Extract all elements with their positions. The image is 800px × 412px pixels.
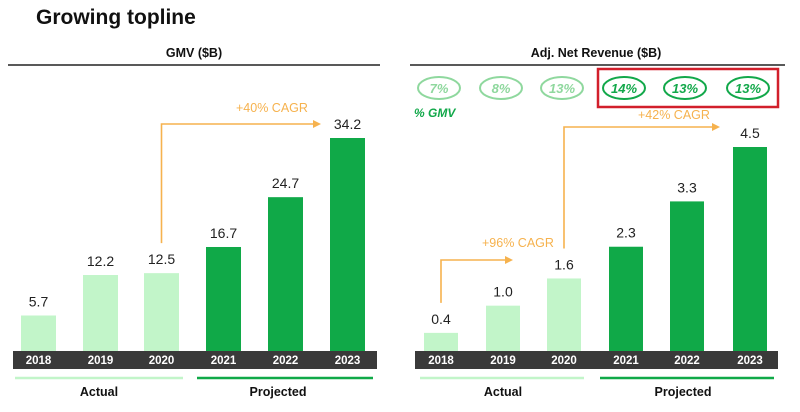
revenue-year-label-2022: 2022 — [674, 355, 700, 367]
revenue-pct-gmv-2020: 13% — [549, 81, 575, 96]
revenue-actual-label: Actual — [484, 385, 522, 399]
revenue-value-label-2022: 3.3 — [677, 179, 697, 195]
revenue-pct-gmv-label: % GMV — [414, 106, 456, 120]
revenue-cagr-arrowhead-0 — [505, 256, 513, 264]
gmv-cagr-arrowhead-0 — [313, 120, 321, 128]
revenue-year-label-2019: 2019 — [490, 355, 516, 367]
revenue-year-label-2023: 2023 — [737, 355, 763, 367]
revenue-year-label-2020: 2020 — [551, 355, 577, 367]
gmv-bar-2022 — [268, 197, 303, 351]
gmv-actual-label: Actual — [80, 385, 118, 399]
revenue-bar-2019 — [486, 305, 520, 351]
revenue-pct-gmv-2023: 13% — [735, 81, 761, 96]
revenue-year-label-2021: 2021 — [613, 355, 639, 367]
revenue-cagr-arrow-1 — [563, 126, 712, 249]
gmv-bar-2019 — [83, 275, 118, 351]
gmv-year-label-2022: 2022 — [273, 355, 299, 367]
gmv-year-label-2018: 2018 — [26, 355, 52, 367]
gmv-bar-2020 — [144, 273, 179, 351]
gmv-projected-label: Projected — [250, 385, 307, 399]
revenue-projected-label: Projected — [655, 385, 712, 399]
gmv-year-label-2023: 2023 — [335, 355, 361, 367]
revenue-pct-gmv-2022: 13% — [672, 81, 698, 96]
gmv-value-label-2020: 12.5 — [148, 251, 175, 267]
gmv-value-label-2018: 5.7 — [29, 294, 49, 310]
revenue-axis-band — [415, 351, 778, 369]
revenue-value-label-2020: 1.6 — [554, 256, 574, 272]
revenue-cagr-arrow-0 — [440, 259, 505, 303]
revenue-value-label-2023: 4.5 — [740, 125, 760, 141]
revenue-value-label-2018: 0.4 — [431, 311, 451, 327]
revenue-cagr-label-1: +42% CAGR — [638, 108, 710, 122]
gmv-value-label-2021: 16.7 — [210, 225, 237, 241]
revenue-chart-title: Adj. Net Revenue ($B) — [531, 46, 662, 60]
revenue-bar-2020 — [547, 278, 581, 351]
revenue-bar-2022 — [670, 201, 704, 351]
gmv-year-label-2020: 2020 — [149, 355, 175, 367]
revenue-bar-2018 — [424, 332, 458, 351]
revenue-value-label-2019: 1.0 — [493, 284, 513, 300]
revenue-pct-gmv-oval-2021 — [602, 76, 646, 100]
revenue-cagr-arrowhead-1 — [712, 123, 720, 131]
revenue-pct-gmv-2021: 14% — [611, 81, 637, 96]
revenue-pct-gmv-oval-2019 — [479, 76, 523, 100]
revenue-bar-2023 — [733, 147, 767, 351]
revenue-bar-2021 — [609, 246, 643, 351]
gmv-year-label-2019: 2019 — [88, 355, 114, 367]
revenue-pct-gmv-2019: 8% — [492, 81, 511, 96]
gmv-bar-2023 — [330, 138, 365, 351]
gmv-axis-band — [13, 351, 377, 369]
revenue-pct-gmv-oval-2018 — [417, 76, 461, 100]
gmv-chart-title: GMV ($B) — [166, 46, 222, 60]
revenue-pct-gmv-2018: 7% — [430, 81, 449, 96]
gmv-bar-2021 — [206, 246, 241, 351]
gmv-year-label-2021: 2021 — [211, 355, 237, 367]
revenue-pct-gmv-oval-2022 — [663, 76, 707, 100]
revenue-pct-gmv-highlight-box — [596, 67, 780, 109]
gmv-bar-2018 — [21, 315, 56, 351]
page-title: Growing topline — [36, 6, 196, 29]
revenue-cagr-label-0: +96% CAGR — [482, 236, 554, 250]
revenue-pct-gmv-oval-2023 — [726, 76, 770, 100]
revenue-year-label-2018: 2018 — [428, 355, 454, 367]
gmv-cagr-label-0: +40% CAGR — [236, 101, 308, 115]
revenue-value-label-2021: 2.3 — [616, 225, 636, 241]
gmv-value-label-2023: 34.2 — [334, 116, 361, 132]
gmv-cagr-arrow-0 — [160, 123, 313, 244]
revenue-pct-gmv-oval-2020 — [540, 76, 584, 100]
gmv-value-label-2019: 12.2 — [87, 253, 114, 269]
gmv-value-label-2022: 24.7 — [272, 175, 299, 191]
